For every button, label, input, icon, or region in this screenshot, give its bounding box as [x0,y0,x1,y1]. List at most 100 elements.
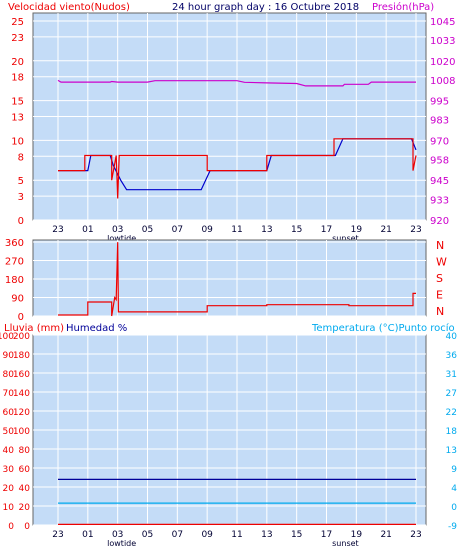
pressure-tick-label: 1020 [430,57,455,68]
panel3-right-ticks: -9 0 4 9 13 18 22 27 31 36 40 [446,332,458,532]
chart-title: 24 hour graph day : 16 Octubre 2018 [172,2,359,13]
x-tick-label: 23 [410,530,421,540]
series-line-presi-n [57,79,416,87]
panel1-series [57,79,417,199]
pressure-tick-label: 1033 [430,36,455,47]
x-tick-label: 01 [82,225,93,235]
humidity-tick-label: 20 [3,484,15,494]
x-marker-label: sunset [332,539,359,548]
panel1-left-ticks: 0 3 5 8 10 13 15 18 20 23 25 [11,17,24,227]
rain-tick-label: 100 [13,427,30,437]
rain-tick-label: 180 [13,351,30,361]
direction-tick-label: 0 [18,312,24,323]
x-tick-label: 05 [142,225,153,235]
pressure-tick-label: 933 [430,195,449,206]
pressure-tick-label: 970 [430,136,449,147]
temperature-tick-label: 31 [446,370,457,380]
humidity-tick-label: 50 [3,427,15,437]
pressure-axis-label: Presión(hPa) [372,1,434,13]
humidity-tick-label: 70 [3,389,15,399]
wind-tick-label: 0 [18,216,24,227]
x-tick-label: 09 [201,225,213,235]
wind-tick-label: 20 [11,57,24,68]
x-tick-label: 19 [351,225,363,235]
wind-tick-label: 5 [18,176,24,187]
panel-rain-humidity-temp: 0102030405060708090100 02040608010012014… [0,322,457,548]
wind-tick-label: 15 [11,97,24,108]
panel1-grid [33,13,426,221]
temperature-tick-label: 13 [446,446,457,456]
temperature-axis-label: Temperatura (°C)Punto rocío [311,322,455,334]
pressure-tick-label: 1045 [430,17,455,28]
x-tick-label: 05 [142,530,153,540]
temperature-tick-label: 36 [446,351,458,361]
panel1-x-ticks: 23 01 03 05 07 09 11 13 15 17 19 21 23 lowtide sunset [52,225,421,243]
pressure-tick-label: 920 [430,216,449,227]
temperature-tick-label: -9 [448,522,457,532]
rain-tick-label: 160 [13,370,30,380]
panel3-x-ticks: 23 01 03 05 07 09 11 13 15 17 19 21 23 lowtide sunset [52,530,421,548]
rain-tick-label: 0 [24,522,30,532]
rain-tick-label: 200 [13,332,30,342]
pressure-tick-label: 995 [430,97,449,108]
temperature-tick-label: 18 [446,427,458,437]
panel2-left-ticks: 0 90 180 270 360 [5,238,24,323]
temperature-tick-label: 27 [446,389,457,399]
panel3-series [58,478,416,525]
compass-label: W [436,256,447,269]
rain-tick-label: 140 [13,389,30,399]
direction-tick-label: 180 [5,275,24,286]
x-tick-label: 03 [112,530,123,540]
x-tick-label: 21 [380,530,391,540]
panel2-background [32,239,427,317]
x-tick-label: 09 [201,530,213,540]
x-tick-label: 23 [52,530,63,540]
panel2-series [58,242,416,317]
pressure-tick-label: 983 [430,116,449,127]
x-marker-label: lowtide [107,234,136,243]
panel3-left-ticks: 0 10 20 30 40 50 60 70 80 90 100 [0,332,14,532]
x-tick-label: 07 [172,530,183,540]
wind-tick-label: 3 [18,192,24,203]
temperature-tick-label: 0 [451,503,457,513]
rain-tick-label: 20 [19,503,31,513]
temperature-tick-label: 4 [451,484,457,494]
x-tick-label: 15 [291,225,302,235]
wind-axis-label: Velocidad viento(Nudos) [8,2,130,13]
compass-label: E [436,289,443,302]
x-tick-label: 21 [380,225,391,235]
x-tick-label: 23 [52,225,63,235]
humidity-tick-label: 100 [0,332,14,342]
panel1-right-ticks: 920 933 945 958 970 983 995 1008 1020 1033 1045 [430,17,455,227]
x-tick-label: 17 [321,530,332,540]
rain-tick-label: 40 [19,484,31,494]
rain-tick-label: 60 [19,465,31,475]
x-tick-label: 11 [231,225,242,235]
x-tick-label: 13 [261,530,272,540]
wind-tick-label: 8 [18,152,24,163]
panel3-grid [33,334,426,526]
wind-tick-label: 25 [11,17,24,28]
humidity-tick-label: 90 [3,351,15,361]
rain-tick-label: 120 [13,408,30,418]
direction-tick-label: 270 [5,257,24,268]
x-marker-label: sunset [332,234,359,243]
x-tick-label: 15 [291,530,302,540]
compass-label: S [436,272,443,285]
direction-tick-label: 360 [5,238,24,249]
wind-tick-label: 10 [11,136,24,147]
x-tick-label: 03 [112,225,123,235]
pressure-tick-label: 958 [430,155,449,166]
rain-axis-label: Lluvia (mm) [4,323,64,334]
humidity-tick-label: 10 [3,503,15,513]
compass-label: N [436,305,444,318]
x-tick-label: 01 [82,530,93,540]
x-marker-label: lowtide [107,539,136,548]
humidity-tick-label: 0 [8,522,14,532]
pressure-tick-label: 1008 [430,76,455,87]
x-tick-label: 23 [410,225,421,235]
humidity-tick-label: 80 [3,370,15,380]
